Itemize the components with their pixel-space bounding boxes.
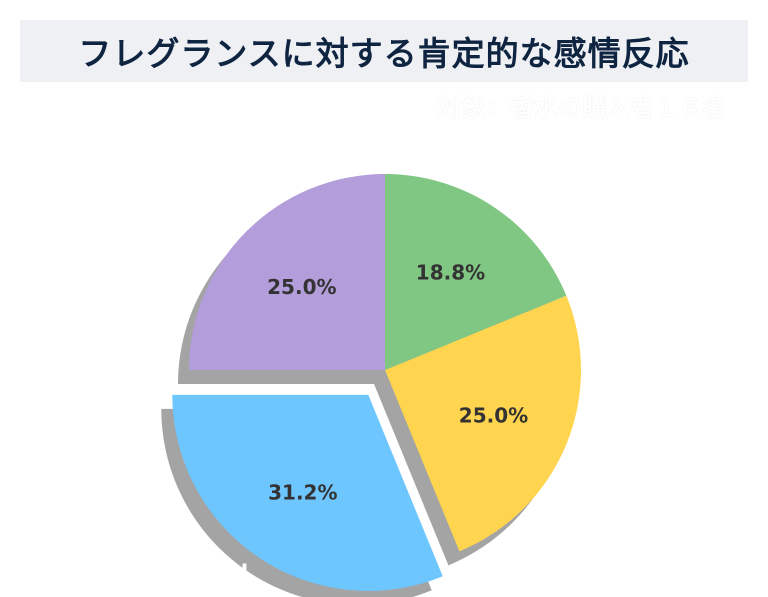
pie-slice-happy [385,295,581,552]
pie-slice-other-positive-emotions [189,174,385,370]
chart-subtitle: 対象：香水の購入者１６名 [438,94,726,122]
pct-label-other-positive-emotions: 25.0% [267,275,336,299]
pct-label-inspired: 31.2% [268,481,337,505]
slice-label-happy: Happy [584,441,663,466]
pie-slice-energized [385,174,567,370]
chart-title: フレグランスに対する肯定的な感情反応 [78,34,690,73]
pie-slices [172,174,581,591]
slice-labels: 25.0% Other positive emotions 31.2% Inspire… [0,178,663,586]
title-banner: フレグランスに対する肯定的な感情反応 [20,20,748,82]
pct-label-energized: 18.8% [416,260,485,284]
pct-label-happy: 25.0% [459,403,528,427]
slice-label-energized: Energized [505,178,628,203]
pie-slice-inspired [172,394,443,591]
slice-label-other-positive-emotions: Other positive emotions [0,205,233,230]
slice-label-inspired: Inspired [146,561,248,586]
